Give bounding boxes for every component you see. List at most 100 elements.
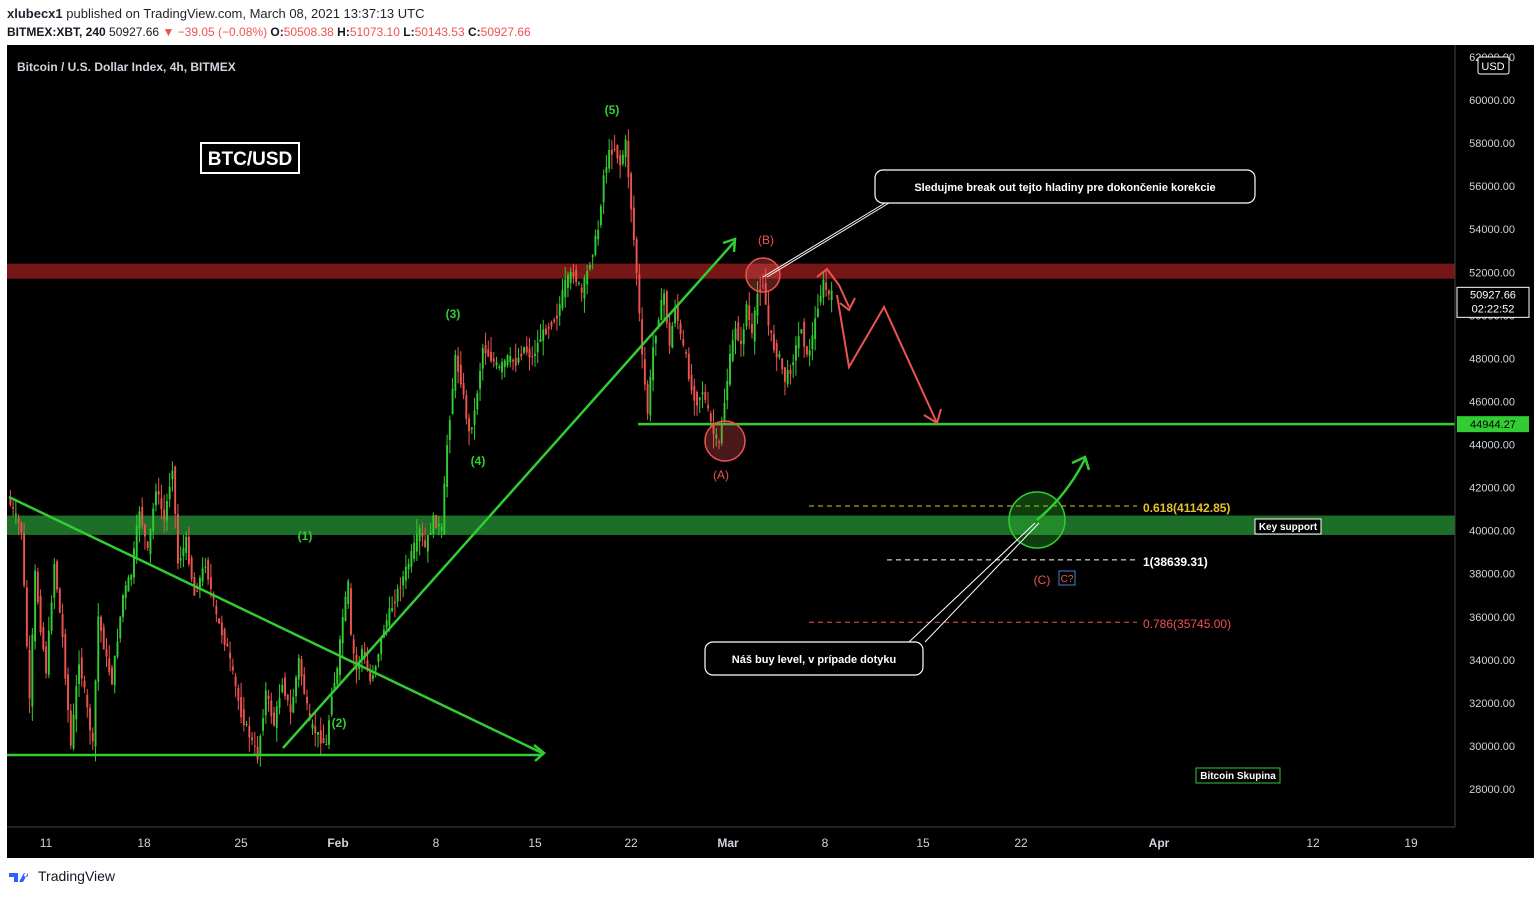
- candle-body: [539, 338, 542, 343]
- candle-body: [459, 364, 462, 385]
- candle-body: [369, 670, 372, 682]
- candle-body: [58, 588, 61, 613]
- candle-body: [259, 735, 262, 756]
- candle-body: [588, 265, 591, 269]
- callout-bottom-pointer: [908, 522, 1036, 643]
- candle-body: [742, 329, 745, 345]
- candle-body: [56, 561, 59, 590]
- candle-body: [800, 329, 803, 334]
- candle-body: [196, 590, 199, 592]
- candle-body: [679, 323, 682, 335]
- candle-body: [654, 335, 657, 344]
- candle-body: [476, 393, 479, 410]
- publisher-name[interactable]: xlubecx1: [7, 6, 63, 21]
- candle-body: [108, 658, 111, 673]
- candle-body: [597, 229, 600, 240]
- fib-0618-label: 0.618(41142.85): [1143, 501, 1230, 515]
- candle-body: [245, 723, 248, 725]
- candle-body: [143, 524, 146, 537]
- candle-body: [487, 349, 490, 357]
- publish-info: xlubecx1 published on TradingView.com, M…: [7, 6, 424, 21]
- candle-body: [319, 730, 322, 744]
- candle-body: [284, 677, 287, 696]
- candle-body: [671, 325, 674, 348]
- candle-body: [413, 542, 416, 559]
- candle-body: [333, 683, 336, 691]
- candle-body: [12, 507, 15, 509]
- candle-body: [267, 695, 270, 700]
- candle-body: [116, 641, 119, 657]
- candle-body: [295, 677, 297, 697]
- candle-body: [45, 646, 48, 674]
- candle-body: [248, 725, 251, 738]
- candle-body: [336, 668, 339, 684]
- candle-body: [275, 706, 278, 728]
- candle-body: [495, 362, 498, 366]
- candle-body: [402, 576, 405, 586]
- candle-body: [509, 355, 512, 363]
- candle-body: [553, 319, 556, 322]
- candle-body: [407, 563, 410, 570]
- time-tick-5: 15: [528, 836, 542, 850]
- chart-area[interactable]: Bitcoin / U.S. Dollar Index, 4h, BITMEX …: [7, 45, 1534, 858]
- candle-body: [242, 709, 245, 726]
- candle-body: [374, 666, 377, 671]
- price-tick-5: 38000.00: [1469, 569, 1515, 581]
- candle-body: [289, 704, 292, 713]
- price-tick-7: 42000.00: [1469, 483, 1515, 495]
- wave-1: (1): [298, 529, 313, 543]
- price-tick-12: 52000.00: [1469, 267, 1515, 279]
- price-tick-2: 32000.00: [1469, 698, 1515, 710]
- candle-body: [322, 738, 325, 744]
- callout-bottom-text: Náš buy level, v prípade dotyku: [732, 654, 896, 666]
- candle-body: [20, 522, 23, 533]
- candle-body: [80, 657, 83, 679]
- candle-body: [344, 596, 347, 621]
- candle-body: [47, 630, 50, 675]
- candle-body: [797, 336, 800, 349]
- candle-body: [632, 207, 635, 241]
- bitcoin-skupina-label: Bitcoin Skupina: [1200, 771, 1276, 782]
- candle-body: [778, 354, 781, 358]
- candle-body: [256, 746, 259, 760]
- candle-body: [251, 737, 254, 741]
- candle-body: [149, 528, 152, 555]
- currency-label[interactable]: USD: [1481, 61, 1504, 73]
- candle-body: [111, 667, 113, 685]
- currency-button[interactable]: [1477, 56, 1510, 75]
- candle-body: [371, 675, 374, 679]
- candle-body: [583, 278, 586, 299]
- candle-body: [465, 394, 468, 419]
- candle-body: [133, 548, 135, 578]
- candle-body: [366, 660, 369, 671]
- candle-body: [457, 355, 460, 372]
- candle-body: [575, 269, 578, 282]
- candle-body: [426, 534, 429, 552]
- candle-body: [226, 643, 229, 647]
- candle-body: [410, 550, 413, 567]
- candle-body: [176, 513, 179, 564]
- price-tick-0: 28000.00: [1469, 784, 1515, 796]
- candle-body: [273, 712, 276, 726]
- candle-body: [649, 376, 652, 416]
- candle-body: [761, 285, 764, 287]
- footer-brand[interactable]: TradingView: [38, 868, 116, 884]
- chart-canvas[interactable]: Bitcoin / U.S. Dollar Index, 4h, BITMEX …: [7, 45, 1534, 858]
- candle-body: [270, 700, 273, 716]
- time-tick-13: 19: [1404, 836, 1418, 850]
- wave-3: (3): [446, 307, 461, 321]
- candle-body: [814, 318, 817, 340]
- candle-body: [753, 310, 756, 342]
- candle-body: [36, 572, 39, 603]
- candle-body: [440, 526, 443, 531]
- low-label: L:: [403, 25, 415, 39]
- candle-body: [825, 282, 828, 290]
- candle-body: [429, 532, 432, 535]
- candle-body: [237, 687, 240, 701]
- candle-body: [783, 367, 786, 382]
- candle-body: [514, 357, 517, 366]
- candle-body: [404, 566, 407, 581]
- candle-body: [64, 633, 67, 679]
- candle-body: [229, 652, 232, 659]
- candle-body: [262, 718, 265, 731]
